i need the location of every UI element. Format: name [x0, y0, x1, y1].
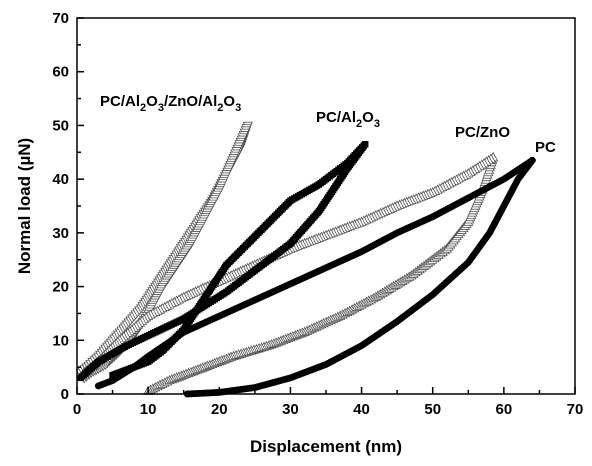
y-tick-label: 10: [52, 332, 69, 349]
y-tick-label: 20: [52, 279, 69, 296]
y-tick-label: 50: [52, 117, 69, 134]
y-axis-title: Normal load (µN): [15, 138, 34, 274]
data-point: [109, 372, 116, 379]
x-tick-label: 0: [73, 401, 81, 418]
y-tick-label: 30: [52, 225, 69, 242]
x-tick-label: 20: [211, 401, 228, 418]
y-tick-label: 0: [61, 386, 69, 403]
x-axis-title: Displacement (nm): [250, 437, 402, 456]
label-multilayer: PC/Al2O3/ZnO/Al2O3: [100, 93, 241, 114]
axis-ticks: [76, 17, 576, 395]
label-pc-zno: PC/ZnO: [455, 124, 510, 141]
x-tick-label: 10: [140, 401, 157, 418]
y-tick-label: 60: [52, 64, 69, 81]
y-tick-label: 40: [52, 171, 69, 188]
tick-labels: 0 10 20 30 40 50 60 70 0 10 20 30 40 50 60 70: [52, 10, 583, 418]
data-point: [94, 382, 102, 390]
x-tick-label: 30: [282, 401, 299, 418]
y-tick-label: 70: [52, 10, 69, 27]
series-pc-zno: [79, 152, 499, 395]
label-pc: PC: [535, 139, 556, 156]
x-tick-label: 60: [496, 401, 513, 418]
x-tick-label: 70: [567, 401, 584, 418]
x-tick-label: 50: [424, 401, 441, 418]
series-pc: [94, 156, 536, 398]
label-pc-al2o3: PC/Al2O3: [316, 109, 380, 130]
x-tick-label: 40: [353, 401, 370, 418]
data-markers: [75, 121, 536, 398]
